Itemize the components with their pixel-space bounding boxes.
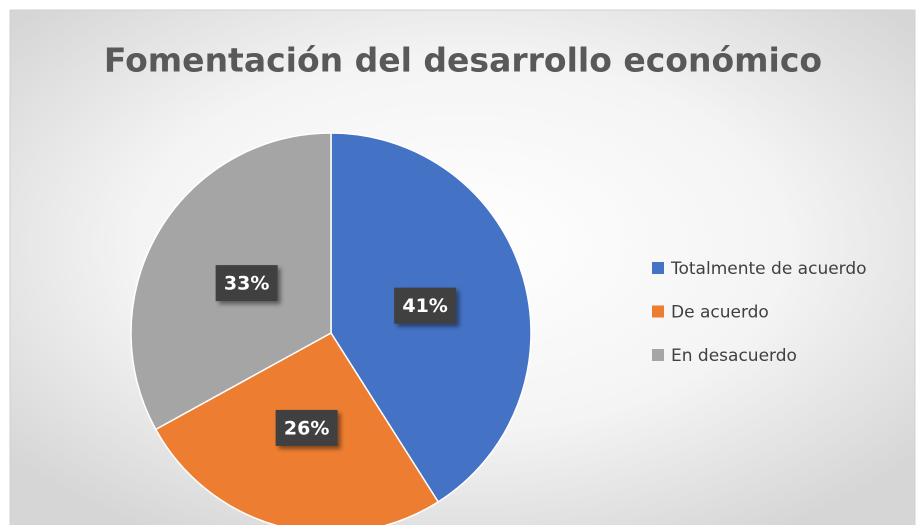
- data-label-box: [394, 287, 457, 324]
- data-label-box: [215, 265, 278, 302]
- chart-title: Fomentación del desarrollo económico: [104, 41, 822, 80]
- legend-label: En desacuerdo: [671, 346, 797, 366]
- data-label-box: [275, 409, 338, 446]
- legend-label: Totalmente de acuerdo: [670, 259, 867, 279]
- legend-swatch: [652, 305, 664, 318]
- data-label: 26%: [284, 417, 329, 439]
- legend-label: De acuerdo: [671, 303, 769, 323]
- legend-swatch: [652, 349, 664, 361]
- legend-swatch: [652, 262, 664, 274]
- data-label: 33%: [224, 273, 269, 295]
- data-label: 41%: [402, 295, 447, 317]
